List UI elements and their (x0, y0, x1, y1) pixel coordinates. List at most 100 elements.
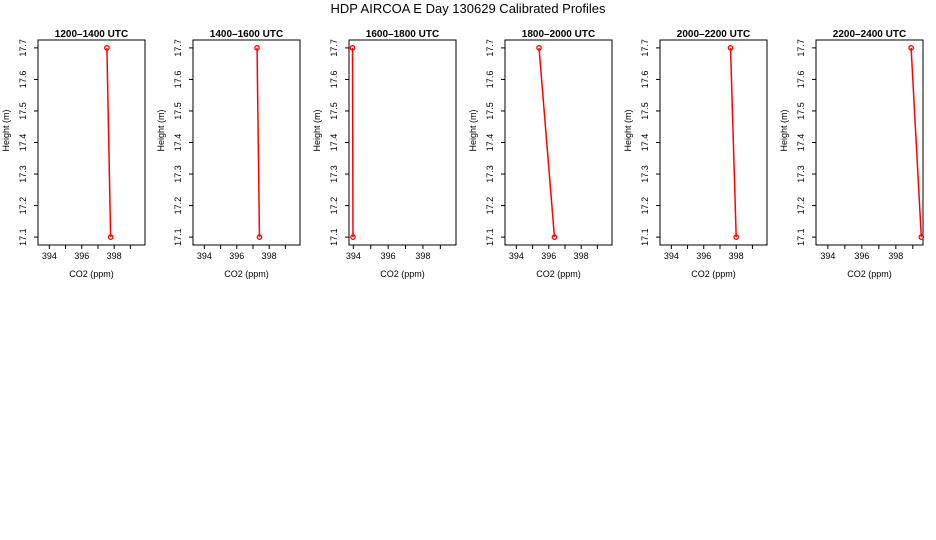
panel-title: 1200–1400 UTC (55, 29, 128, 40)
data-point (104, 45, 110, 51)
y-axis-label: Height (m) (779, 109, 789, 151)
y-axis-label: Height (m) (623, 109, 633, 151)
y-tick-label: 17.4 (173, 134, 183, 152)
x-tick-label: 396 (854, 251, 869, 261)
x-tick-label: 396 (696, 251, 711, 261)
y-tick-label: 17.7 (173, 39, 183, 57)
y-tick-label: 17.2 (485, 197, 495, 215)
y-tick-label: 17.4 (18, 134, 28, 152)
x-axis-label: CO2 (ppm) (224, 269, 269, 279)
y-axis-label: Height (m) (1, 109, 11, 151)
y-tick-label: 17.4 (485, 134, 495, 152)
x-tick-label: 398 (415, 251, 430, 261)
x-tick-label: 398 (729, 251, 744, 261)
data-point (350, 234, 356, 240)
x-tick-label: 396 (229, 251, 244, 261)
y-tick-label: 17.3 (796, 165, 806, 183)
figure-title: HDP AIRCOA E Day 130629 Calibrated Profi… (330, 1, 606, 16)
data-point (727, 45, 734, 51)
y-tick-label: 17.6 (796, 71, 806, 89)
plot-frame (192, 39, 301, 246)
x-axis-label: CO2 (ppm) (847, 269, 892, 279)
profile-line (729, 47, 737, 238)
y-tick-label: 17.5 (18, 102, 28, 120)
x-tick-label: 396 (541, 251, 556, 261)
y-tick-label: 17.6 (485, 71, 495, 89)
plot-frame (659, 39, 768, 246)
y-tick-label: 17.2 (640, 197, 650, 215)
y-tick-label: 17.5 (640, 102, 650, 120)
x-axis-label: CO2 (ppm) (380, 269, 425, 279)
y-tick-label: 17.3 (329, 165, 339, 183)
data-point (536, 45, 542, 51)
x-tick-label: 398 (574, 251, 589, 261)
data-point (107, 234, 114, 240)
y-tick-label: 17.7 (329, 39, 339, 57)
y-tick-label: 17.3 (173, 165, 183, 183)
x-tick-label: 394 (346, 251, 361, 261)
data-point (256, 234, 263, 240)
plot-frame (504, 39, 613, 246)
y-tick-label: 17.7 (485, 39, 495, 57)
x-axis-label: CO2 (ppm) (69, 269, 114, 279)
panel-3: 1600–1800 UTC 394 396 398 CO2 (ppm) 17.1 17.2 1… (312, 29, 457, 279)
y-tick-label: 17.1 (485, 228, 495, 246)
y-axis-label: Height (m) (312, 109, 322, 151)
panel-5: 2000–2200 UTC 394 396 398 CO2 (ppm) 17.1 17.2 1… (623, 29, 768, 279)
panel-title: 2200–2400 UTC (833, 29, 906, 40)
panel-title: 1400–1600 UTC (210, 29, 283, 40)
x-tick-label: 394 (664, 251, 679, 261)
y-tick-label: 17.1 (796, 228, 806, 246)
y-tick-label: 17.6 (173, 71, 183, 89)
panel-title: 1600–1800 UTC (366, 29, 439, 40)
y-tick-label: 17.2 (173, 197, 183, 215)
y-tick-label: 17.4 (640, 134, 650, 152)
y-axis-label: Height (m) (468, 109, 478, 151)
y-tick-label: 17.7 (640, 39, 650, 57)
x-tick-label: 396 (74, 251, 89, 261)
y-tick-label: 17.2 (18, 197, 28, 215)
panel-6: 2200–2400 UTC 394 396 398 CO2 (ppm) 17.1 17.2 1… (779, 29, 925, 279)
y-tick-label: 17.7 (796, 39, 806, 57)
x-tick-label: 398 (262, 251, 277, 261)
x-tick-label: 394 (197, 251, 212, 261)
profile-line (256, 47, 261, 238)
x-tick-label: 398 (107, 251, 122, 261)
y-tick-label: 17.2 (329, 197, 339, 215)
y-tick-label: 17.5 (796, 102, 806, 120)
y-tick-label: 17.1 (329, 228, 339, 246)
x-axis-label: CO2 (ppm) (691, 269, 736, 279)
data-point (349, 45, 356, 51)
y-tick-label: 17.7 (18, 39, 28, 57)
y-tick-label: 17.5 (485, 102, 495, 120)
y-axis-label: Height (m) (156, 109, 166, 151)
y-tick-label: 17.3 (485, 165, 495, 183)
y-tick-label: 17.3 (640, 165, 650, 183)
plot-frame (815, 39, 924, 246)
profile-line (351, 47, 354, 238)
profile-line (538, 47, 556, 238)
y-tick-label: 17.2 (796, 197, 806, 215)
panel-2: 1400–1600 UTC 394 396 398 CO2 (ppm) 17.1 17.2 1… (156, 29, 301, 279)
data-point (918, 234, 925, 240)
panel-1: 1200–1400 UTC 394 396 398 CO2 (ppm) 17.1 17.2 1… (1, 29, 146, 279)
panel-title: 2000–2200 UTC (677, 29, 750, 40)
plot-frame (37, 39, 146, 246)
y-tick-label: 17.6 (640, 71, 650, 89)
plot-frame (348, 39, 457, 246)
x-tick-label: 398 (888, 251, 903, 261)
x-tick-label: 394 (820, 251, 835, 261)
y-tick-label: 17.1 (173, 228, 183, 246)
x-tick-label: 394 (509, 251, 524, 261)
x-axis-label: CO2 (ppm) (536, 269, 581, 279)
y-tick-label: 17.4 (796, 134, 806, 152)
x-tick-label: 394 (42, 251, 57, 261)
y-tick-label: 17.6 (18, 71, 28, 89)
data-point (254, 45, 260, 51)
y-tick-label: 17.6 (329, 71, 339, 89)
y-tick-label: 17.3 (18, 165, 28, 183)
data-point (733, 234, 740, 240)
y-tick-label: 17.5 (173, 102, 183, 120)
